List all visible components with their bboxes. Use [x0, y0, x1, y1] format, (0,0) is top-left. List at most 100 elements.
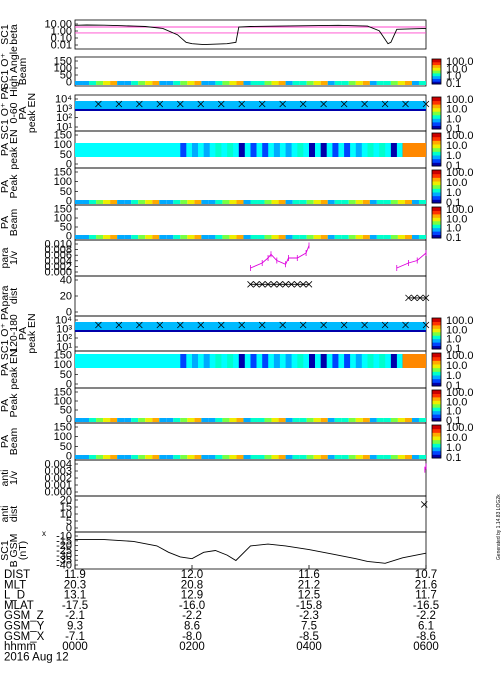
spectrogram-cell: [208, 235, 216, 239]
ephemeris-value: -15.8: [296, 600, 322, 612]
ytick-label-beam_anti: 100: [54, 431, 72, 443]
peak-marker: [402, 321, 409, 329]
spectrogram-cell: [243, 200, 251, 204]
spectrogram-cell: [103, 200, 111, 204]
ylabel-pa_anti-1: 120-180: [8, 314, 20, 353]
colorbar-beam_anti-tick-label: 100.0: [446, 422, 474, 434]
spectrogram-cell: [159, 455, 167, 459]
spectrogram-cell: [180, 235, 188, 239]
spectrogram-cell: [264, 455, 272, 459]
colorbar-peak_pa_para-tick-label: 10.0: [446, 140, 467, 152]
spectrogram-cell: [404, 81, 412, 85]
ytick-label-dist_para: 0: [66, 307, 72, 319]
date-label: 2016 Aug 12: [4, 651, 69, 663]
colorbar-peak_pa_para-frame: [431, 132, 442, 167]
spectrogram-cell: [297, 354, 304, 368]
spectrogram-cell: [292, 418, 300, 422]
spectrogram-cell: [124, 81, 132, 85]
ylabel-beta-1: beta: [8, 24, 20, 45]
spectrogram-cell: [285, 418, 293, 422]
colorbar-pa_para-cell: [432, 118, 441, 123]
peak-marker: [197, 321, 205, 329]
ytick-label-peak_pa_anti2: 50: [60, 405, 72, 417]
spectrogram-cell: [124, 200, 132, 204]
colorbar-peak_pa_para-cell: [432, 133, 441, 138]
ytick-label-beam_anti: 0: [66, 451, 72, 463]
colorbar-peak_pa_para-tick-label: 100.0: [446, 130, 474, 142]
spectrogram-cell: [341, 200, 349, 204]
ytick-label-peak_pa_anti: 0: [66, 379, 72, 391]
ytick-label-beam_para: 0: [66, 231, 72, 243]
peak-marker: [320, 321, 327, 329]
spectrogram-cell: [334, 455, 342, 459]
ytick-label-pa_anti: 10⁴: [55, 315, 72, 327]
ephemeris-value: -8.5: [299, 631, 319, 643]
colorbar-pa_para-tick-label: 100.0: [446, 94, 474, 106]
series-line-inv_v_para-0: [250, 245, 310, 269]
spectrogram-cell: [201, 418, 209, 422]
ytick-label-inv_v_para: 0.004: [44, 255, 72, 267]
colorbar-pa_anti-tick-label: 10.0: [446, 324, 467, 336]
colorbar-beam_para-tick-label: 1.0: [446, 223, 461, 235]
spectrogram-cell: [278, 81, 286, 85]
ylabel-peak_pa_para-1: peak EN: [8, 129, 20, 169]
spectrogram-cell: [418, 200, 426, 204]
ephemeris-value: -16.5: [413, 600, 439, 612]
spectrogram-cell: [376, 81, 384, 85]
colorbar-pa_anti-cell: [432, 342, 441, 347]
colorbar-beam_anti-tick-label: 1.0: [446, 442, 461, 454]
spectrogram-cell: [173, 235, 181, 239]
ytick-label-peak_pa2: 150: [54, 167, 72, 179]
ephemeris-row-label: GSM_X: [4, 631, 45, 643]
ytick-label-inv_v_anti: 0.000: [44, 487, 72, 499]
ytick-label-peak_pa_anti2: 100: [54, 396, 72, 408]
ytick-label-bgsm: -10: [56, 531, 72, 543]
spectrogram-cell: [229, 235, 237, 239]
spectrogram-cell: [187, 455, 195, 459]
spectrogram-cell: [208, 418, 216, 422]
colorbar-peak_pa_anti-tick-label: 0.1: [446, 380, 461, 392]
colorbar-pa_anti-frame: [431, 317, 442, 350]
colorbar-peak_pa_para-cell: [432, 140, 441, 145]
colorbar-peak_pa_anti-cell: [432, 360, 441, 365]
spectrogram-cell: [250, 143, 257, 157]
ylabel-dist_anti-1: dist: [8, 506, 20, 522]
spectrogram-cell: [292, 200, 300, 204]
spectrogram-cell: [250, 200, 258, 204]
colorbar-beam_para-cell: [432, 210, 441, 215]
colorbar-pa_para-tick-label: 0.1: [446, 123, 461, 135]
ytick-label-bgsm: -40: [56, 560, 72, 572]
spectrogram-cell: [271, 200, 279, 204]
colorbar-peak_pa_anti2-tick-label: 100.0: [446, 387, 474, 399]
ephemeris-value: 11.7: [415, 590, 437, 602]
ytick-label-beam_anti: 50: [60, 441, 72, 453]
colorbar-hi_angle-tick-label: 0.1: [446, 78, 461, 90]
spectrogram-cell: [131, 455, 139, 459]
spectrogram-cell: [355, 200, 363, 204]
spectrogram-cell: [250, 455, 258, 459]
peak-marker: [340, 321, 348, 329]
spectrogram-cell: [187, 235, 195, 239]
colorbar-beam_anti-cell: [432, 425, 441, 430]
ytick-label-beta: 1.00: [51, 26, 72, 38]
spectrogram-cell: [110, 235, 118, 239]
colorbar-peak_pa2-cell: [432, 173, 441, 178]
spectrogram-cell: [334, 418, 342, 422]
spectrogram-cell: [332, 354, 339, 368]
colorbar-peak_pa_anti-cell: [432, 371, 441, 376]
spectrogram-cell: [236, 81, 244, 85]
ylabel-inv_v_anti-0: anti: [0, 470, 11, 487]
colorbar-peak_pa_anti2-cell: [432, 414, 441, 419]
spectrogram-cell: [390, 418, 398, 422]
ylabel-pa_anti-3: peak EN: [26, 313, 38, 353]
spectrogram-cell: [215, 235, 223, 239]
spectrogram-cell: [117, 418, 125, 422]
ylabel-peak_pa2-0: PA: [0, 180, 11, 193]
ylabel-beam_anti-1: Beam: [8, 428, 20, 456]
spectrogram-cell: [362, 418, 370, 422]
spectrogram-cell: [285, 235, 293, 239]
spectrogram-cell: [117, 455, 125, 459]
colorbar-peak_pa2-cell: [432, 170, 441, 175]
spectrogram-cell: [411, 200, 419, 204]
colorbar-pa_para-cell: [432, 125, 441, 130]
